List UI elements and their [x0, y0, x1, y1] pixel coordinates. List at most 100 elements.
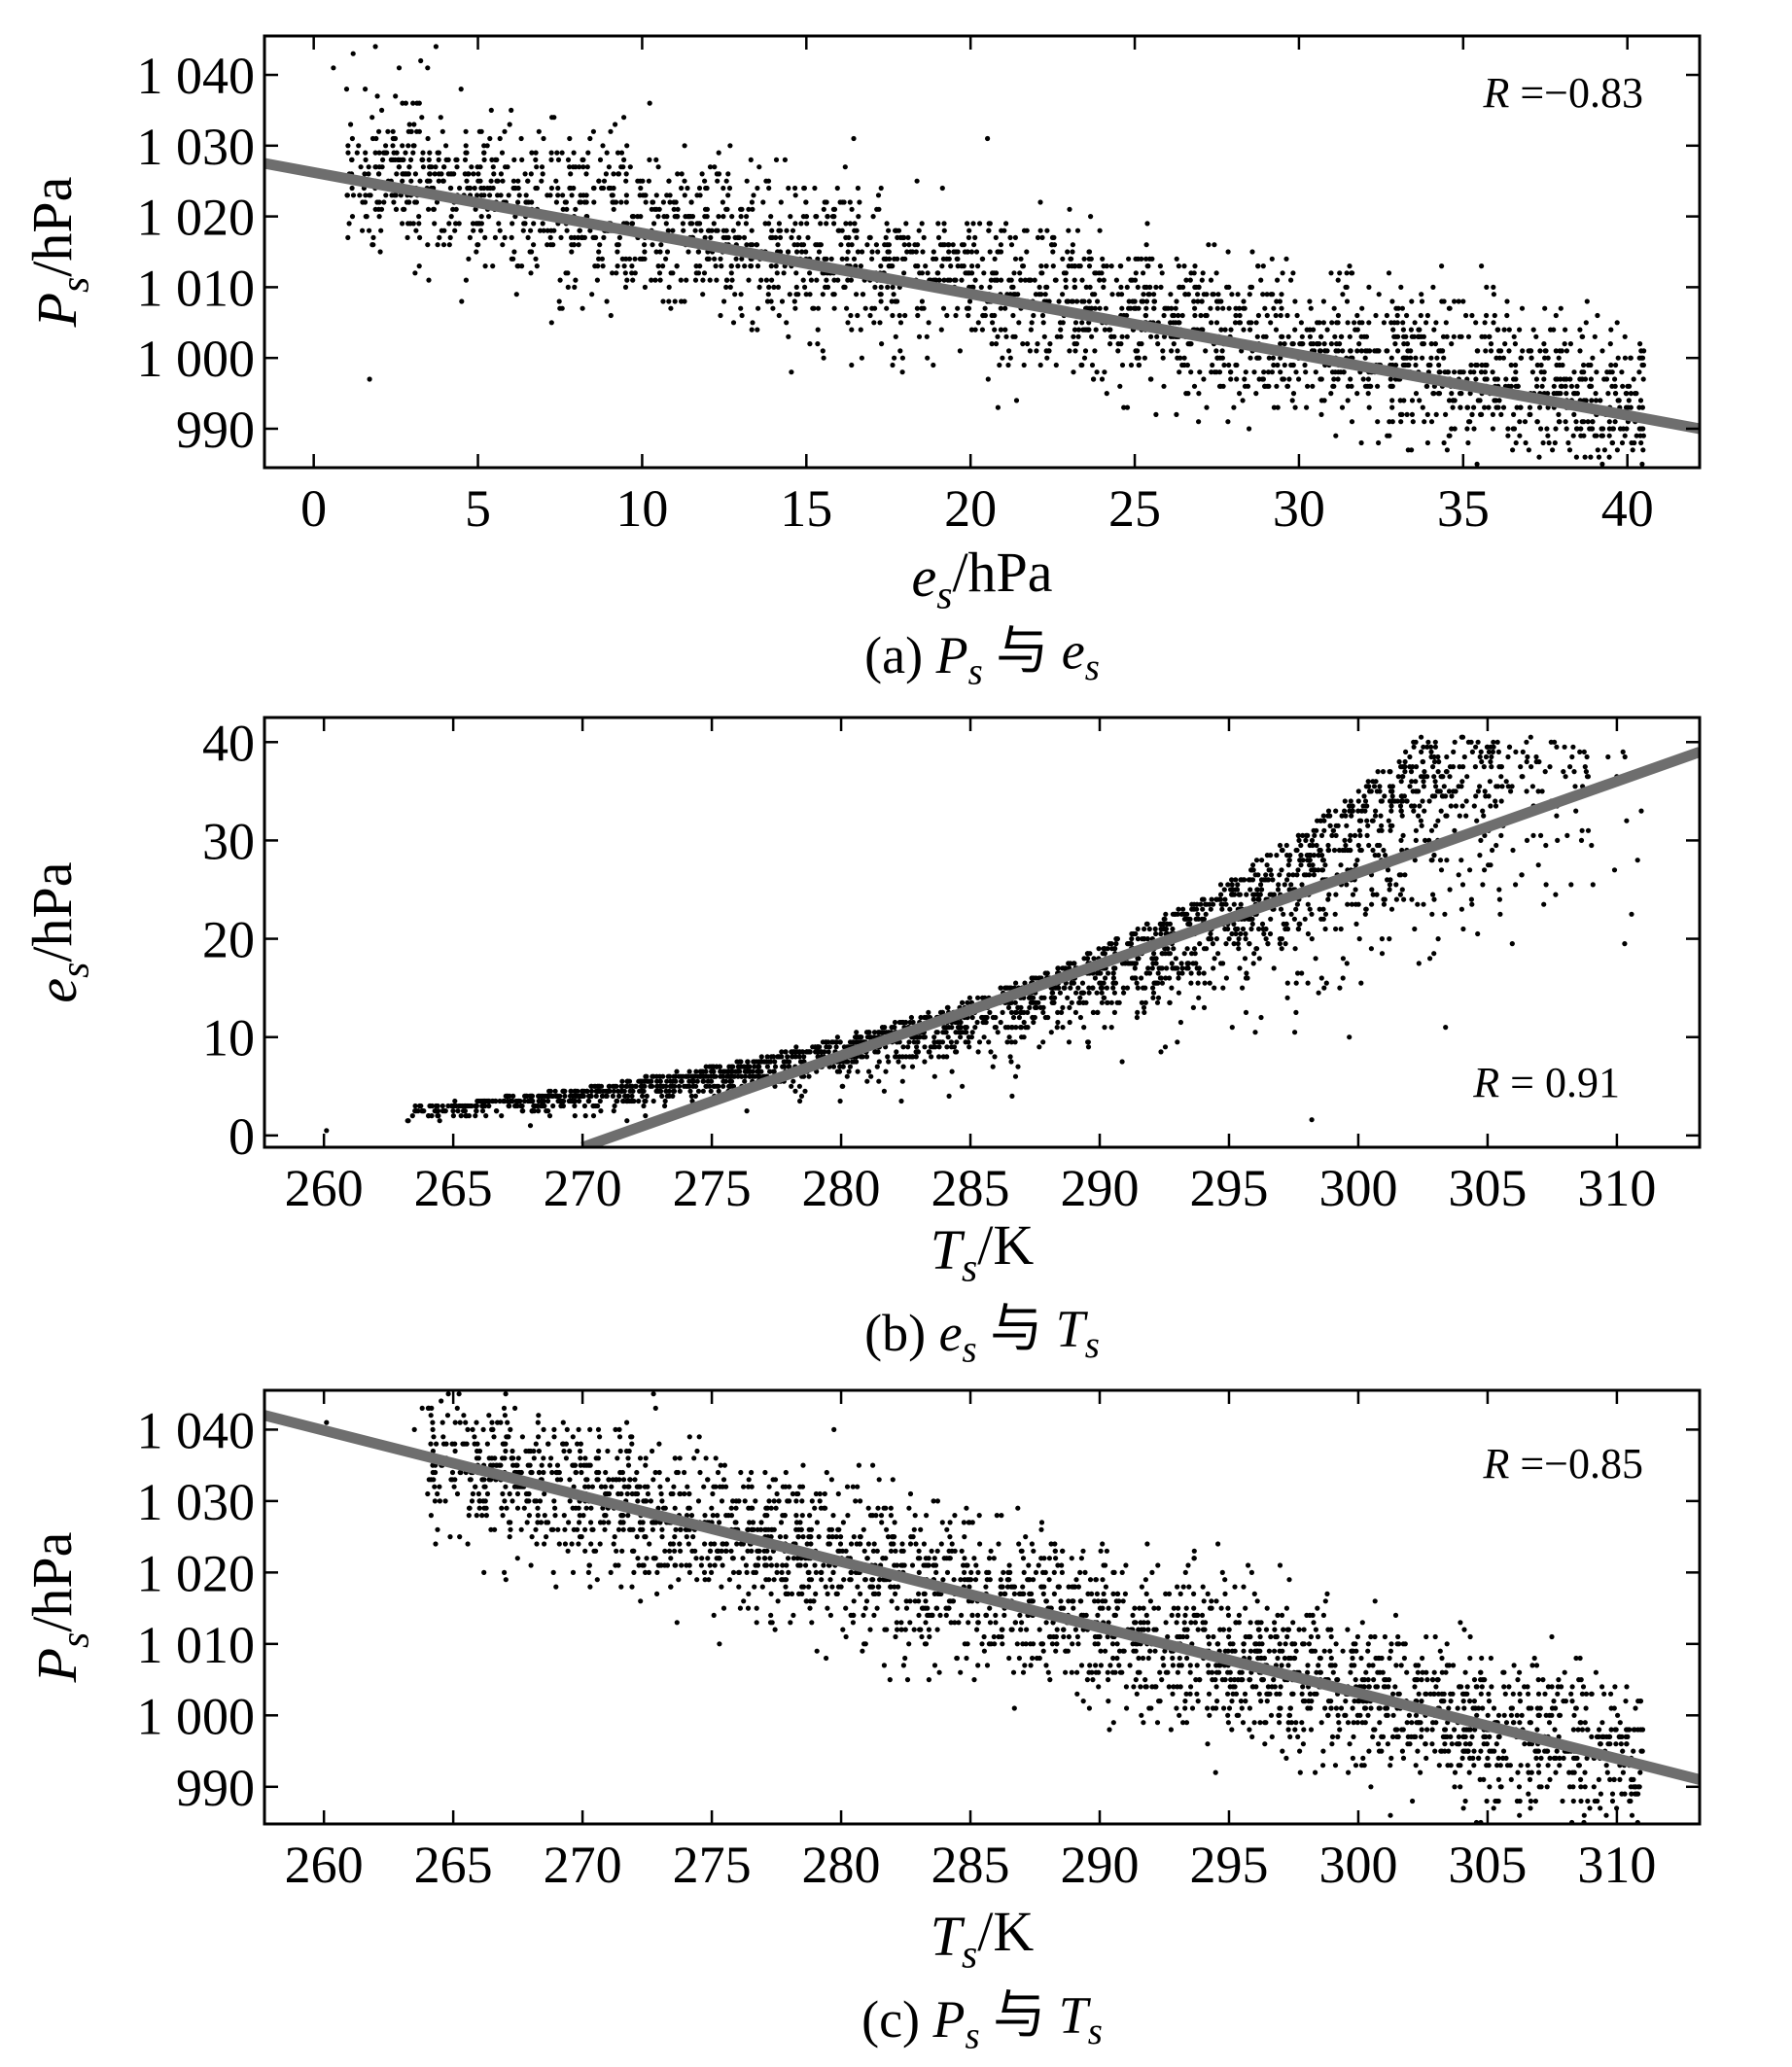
data-point [723, 178, 729, 184]
data-point [1090, 985, 1096, 991]
data-point [883, 1069, 889, 1074]
data-point [744, 242, 750, 248]
data-point [1229, 930, 1235, 937]
data-point [1392, 341, 1398, 347]
data-point [892, 1019, 898, 1026]
data-point [1365, 823, 1371, 828]
data-point [1275, 277, 1281, 283]
data-point [1329, 832, 1335, 839]
data-point [988, 1049, 994, 1055]
data-point [1058, 327, 1064, 333]
data-point [787, 292, 792, 298]
data-point [368, 193, 373, 198]
data-point [1428, 827, 1435, 833]
data-point [1546, 469, 1551, 473]
data-point [1155, 970, 1161, 976]
data-point [555, 193, 561, 198]
data-point [1345, 398, 1351, 403]
data-point [383, 143, 389, 149]
data-point [1452, 298, 1458, 304]
data-point [1418, 818, 1423, 823]
data-point [1243, 369, 1248, 375]
data-point [1290, 341, 1296, 347]
data-point [1150, 990, 1157, 996]
data-point [1435, 769, 1441, 775]
data-point [593, 234, 599, 240]
data-point [1283, 256, 1289, 262]
data-point [1242, 956, 1248, 962]
data-point [1102, 1025, 1107, 1031]
data-point [1177, 284, 1183, 290]
data-point [1116, 999, 1122, 1005]
data-point [1344, 882, 1350, 888]
data-point [1200, 327, 1206, 333]
data-point [1234, 887, 1241, 893]
data-point [1323, 980, 1329, 986]
data-point [755, 327, 760, 333]
data-point [1069, 999, 1074, 1005]
data-point [1382, 793, 1388, 799]
data-point [1452, 827, 1458, 833]
data-point [1599, 348, 1605, 354]
data-point [1509, 784, 1515, 789]
data-point [1553, 312, 1559, 319]
data-point [746, 206, 752, 212]
data-point [637, 256, 643, 262]
unit-text: /hPa [952, 541, 1052, 604]
data-point [1480, 882, 1486, 888]
data-point [425, 65, 431, 71]
data-point [1185, 916, 1191, 922]
data-point [471, 228, 476, 233]
data-point [1466, 419, 1472, 425]
data-point [1590, 419, 1596, 425]
data-point [1344, 961, 1350, 966]
data-point [1460, 369, 1466, 375]
data-point [1495, 404, 1501, 410]
data-point [1050, 249, 1056, 255]
data-point [1321, 398, 1327, 403]
data-point [1279, 305, 1284, 311]
data-point [713, 263, 719, 269]
data-point [925, 270, 931, 276]
data-point [792, 185, 798, 192]
data-point [1309, 936, 1315, 942]
data-point [865, 1030, 871, 1035]
data-point [1421, 744, 1426, 750]
data-point [611, 171, 616, 177]
data-point [533, 157, 539, 162]
data-point [1490, 749, 1495, 755]
data-point [1216, 369, 1223, 375]
data-point [1013, 980, 1019, 986]
data-point [1609, 439, 1615, 446]
data-point [814, 277, 820, 283]
data-point [734, 1059, 740, 1065]
data-point [455, 1108, 461, 1114]
data-point [841, 284, 847, 290]
data-point [1276, 882, 1282, 888]
data-point [906, 242, 912, 248]
data-point [1293, 1009, 1299, 1015]
data-point [1413, 739, 1419, 745]
data-point [925, 355, 931, 361]
data-point [1340, 292, 1346, 298]
data-point [1564, 426, 1569, 432]
data-point [510, 178, 517, 184]
data-point [789, 1083, 794, 1089]
data-point [881, 1088, 888, 1094]
data-point [1544, 426, 1550, 432]
data-point [598, 1108, 604, 1114]
data-point [1335, 376, 1341, 382]
data-point [1442, 369, 1448, 375]
data-point [1074, 298, 1080, 304]
data-point [595, 1088, 601, 1094]
data-point [393, 93, 399, 99]
data-point [953, 312, 959, 319]
data-point [1066, 1039, 1072, 1045]
data-point [852, 221, 858, 227]
data-point [1409, 298, 1415, 304]
data-point [1189, 906, 1195, 912]
data-point [404, 234, 410, 240]
data-point [1491, 284, 1496, 290]
data-point [1637, 398, 1644, 403]
data-point [533, 185, 539, 192]
